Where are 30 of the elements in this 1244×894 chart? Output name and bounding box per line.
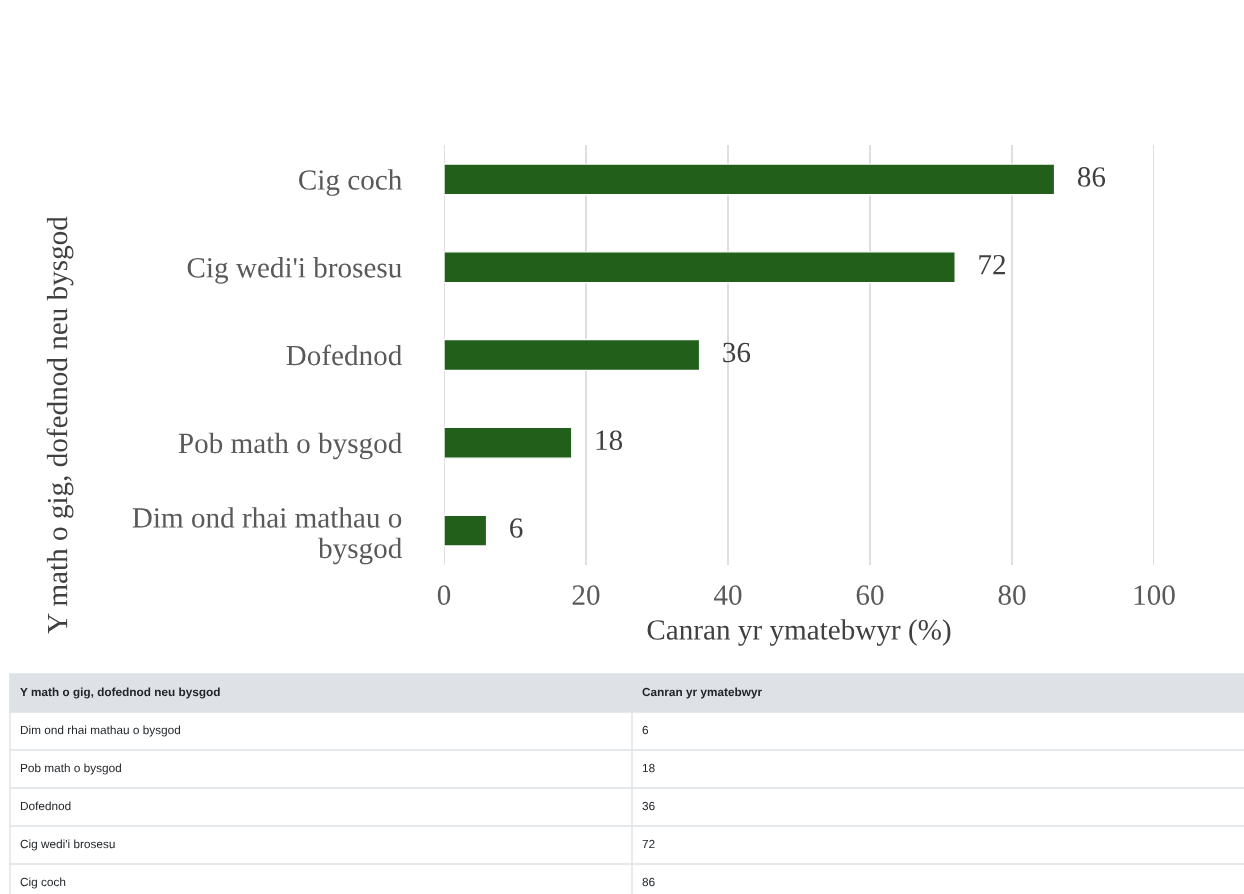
data-label: 86 <box>1077 167 1106 187</box>
data-label: 6 <box>510 518 523 538</box>
text: 86 <box>642 877 655 887</box>
category-label: Cig coch <box>20 877 66 889</box>
text: 6 <box>642 725 649 735</box>
y-tick-label: Cig wedi'i brosesu <box>187 257 402 284</box>
y-tick-label: Dofednod <box>286 344 402 366</box>
data-label: 36 <box>723 342 751 363</box>
x-axis-title: Canran yr ymatebwyr (%) <box>647 619 951 646</box>
category-label: Dim ond rhai mathau o bysgod <box>20 725 181 737</box>
y-axis-title: Y math o gig, dofednod neu bysgod <box>46 216 74 634</box>
y-tick-label: Cig coch <box>299 169 402 196</box>
x-tick-label: 0 <box>437 585 451 605</box>
y-tick-label: Dim ond rhai mathau o bysgod <box>132 507 402 565</box>
x-tick-label: 20 <box>572 585 600 605</box>
y-tick-label: Pob math o bysgod <box>178 432 402 460</box>
category-label: Pob math o bysgod <box>20 763 121 775</box>
x-tick-label: 40 <box>713 585 742 605</box>
text: 36 <box>642 801 655 811</box>
text: Canran yr ymatebwyr <box>642 687 762 699</box>
x-tick-label: 80 <box>998 585 1026 605</box>
x-tick-label: 60 <box>856 585 884 605</box>
text: 72 <box>642 839 655 849</box>
category-label: Cig wedi'i brosesu <box>20 839 115 851</box>
data-label: 72 <box>979 254 1005 275</box>
text: Y math o gig, dofednod neu bysgod <box>20 687 220 699</box>
category-label: Dofednod <box>20 801 71 811</box>
data-label: 18 <box>596 430 623 451</box>
x-tick-label: 100 <box>1134 585 1175 605</box>
text: 18 <box>642 763 655 773</box>
